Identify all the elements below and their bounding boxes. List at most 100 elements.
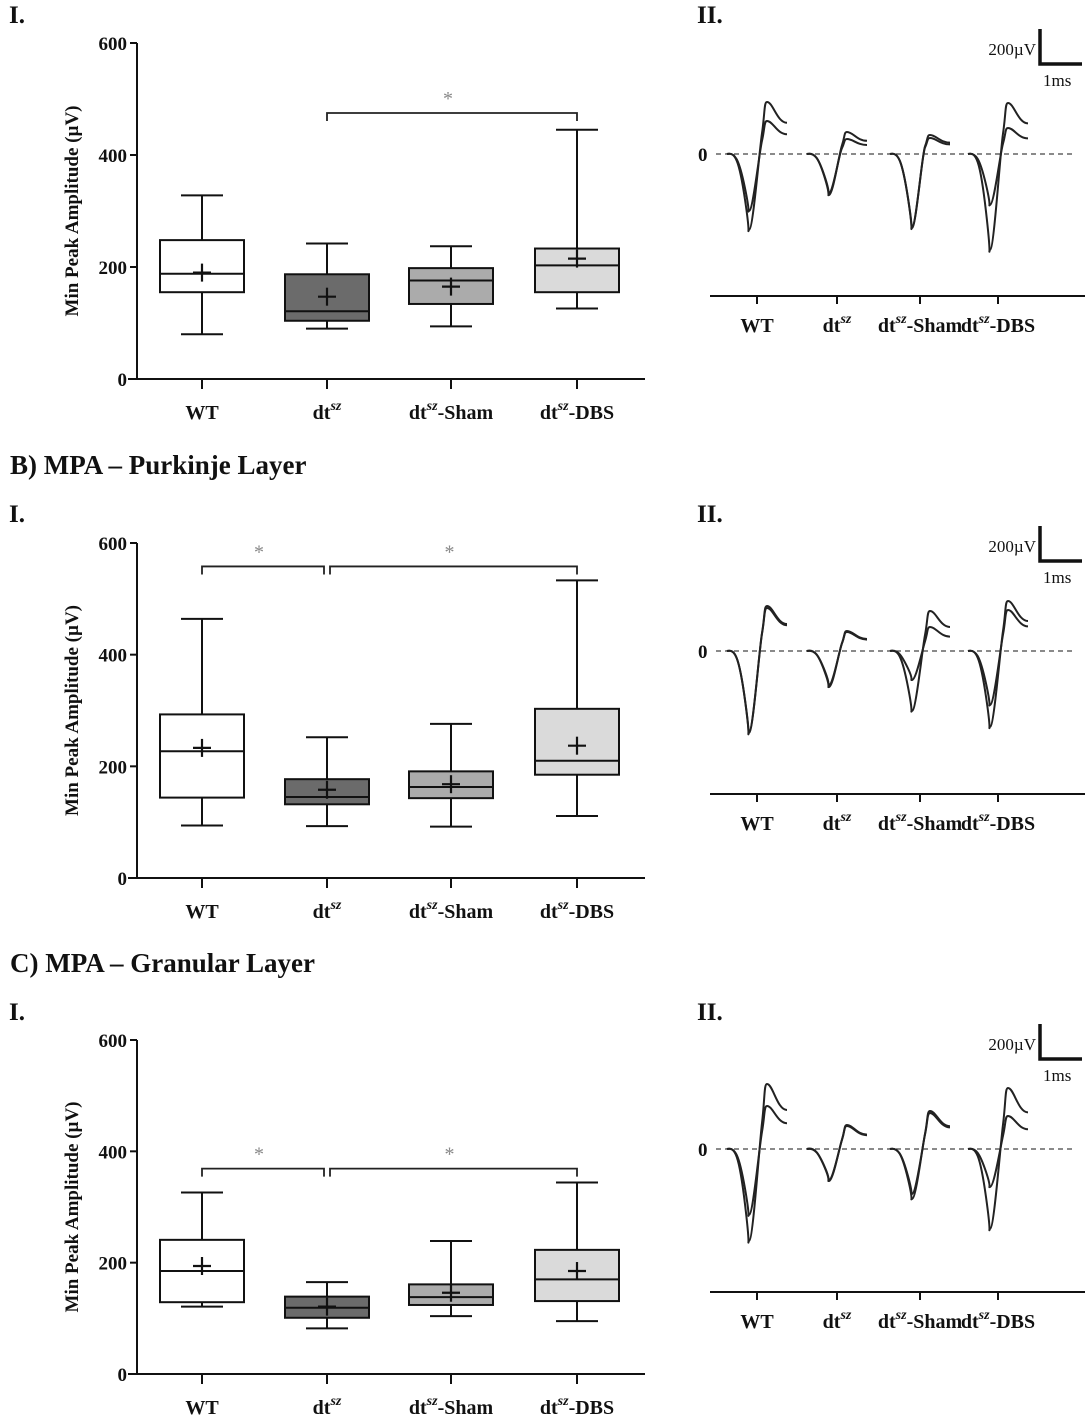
y-axis-label: Min Peak Amplitude (µV) bbox=[62, 1102, 83, 1313]
x-tick-label: dtsz-Sham bbox=[409, 898, 494, 923]
x-tick-label: dtsz bbox=[313, 1394, 342, 1419]
box-dtsz bbox=[284, 242, 370, 330]
heading-c: C) MPA – Granular Layer bbox=[10, 948, 315, 978]
box-dtsz bbox=[284, 1281, 370, 1330]
waveform-trace bbox=[967, 608, 1029, 707]
box-dtsz-sham bbox=[408, 245, 494, 328]
panel-b-roman-i: I. bbox=[9, 501, 25, 528]
scale-bar-time: 1ms bbox=[1043, 568, 1071, 587]
boxplot-panel-2: 0 200 400 600 Min Peak Amplitude (µV) WT dtsz d… bbox=[62, 534, 645, 923]
y-tick-label: 200 bbox=[99, 757, 128, 778]
box-dtsz-sham bbox=[408, 1239, 494, 1318]
x-tick-label: dtsz-Sham bbox=[878, 1308, 963, 1333]
x-tick-label: dtsz bbox=[313, 399, 342, 424]
waveform-trace bbox=[967, 101, 1029, 253]
scale-bar-time: 1ms bbox=[1043, 71, 1071, 90]
waveform-trace bbox=[806, 1123, 868, 1183]
y-tick-label: 400 bbox=[99, 646, 128, 667]
waveform-trace bbox=[726, 604, 788, 736]
x-tick-label: dtsz-Sham bbox=[409, 399, 494, 424]
waveform-trace bbox=[967, 126, 1029, 207]
heading-b: B) MPA – Purkinje Layer bbox=[10, 450, 306, 480]
waveform-trace bbox=[806, 630, 868, 687]
significance-bracket bbox=[201, 565, 325, 575]
x-tick-label: dtsz-DBS bbox=[961, 810, 1035, 835]
box-wt bbox=[159, 617, 245, 827]
waveform-trace bbox=[889, 609, 951, 713]
waveform-trace bbox=[967, 1114, 1029, 1189]
significance-star: * bbox=[254, 541, 264, 563]
x-tick-label: WT bbox=[185, 901, 219, 923]
zero-label: 0 bbox=[698, 642, 708, 663]
box-dtsz bbox=[284, 736, 370, 828]
waveform-trace bbox=[889, 625, 951, 682]
x-tick-label: WT bbox=[185, 1397, 219, 1419]
scale-bar-voltage: 200µV bbox=[988, 537, 1036, 556]
x-tick-label: dtsz-Sham bbox=[409, 1394, 494, 1419]
scale-bar-voltage: 200µV bbox=[988, 1035, 1036, 1054]
y-tick-label: 600 bbox=[99, 34, 128, 55]
boxplot-panel-3: 0 200 400 600 Min Peak Amplitude (µV) WT dtsz d… bbox=[62, 1031, 645, 1419]
x-tick-label: dtsz bbox=[823, 810, 852, 835]
y-tick-label: 200 bbox=[99, 1254, 128, 1275]
waveform-trace bbox=[726, 100, 788, 233]
x-tick-label: dtsz bbox=[313, 898, 342, 923]
significance-star: * bbox=[254, 1144, 264, 1166]
panel-c-roman-i: I. bbox=[9, 999, 25, 1026]
significance-bracket bbox=[329, 1167, 578, 1177]
x-tick-label: dtsz-DBS bbox=[540, 1394, 614, 1419]
x-tick-label: dtsz-DBS bbox=[540, 399, 614, 424]
waveform-trace bbox=[726, 1104, 788, 1217]
y-axis-label: Min Peak Amplitude (µV) bbox=[62, 106, 83, 317]
waveform-trace bbox=[806, 130, 868, 197]
box-wt bbox=[159, 194, 245, 336]
x-tick-label: WT bbox=[740, 315, 774, 337]
x-tick-label: WT bbox=[740, 813, 774, 835]
x-tick-label: WT bbox=[740, 1311, 774, 1333]
waveform-trace bbox=[967, 1086, 1029, 1232]
scale-bar bbox=[1038, 29, 1082, 66]
panel-b-roman-ii: II. bbox=[697, 501, 723, 528]
significance-bracket bbox=[326, 112, 578, 121]
x-tick-label: dtsz bbox=[823, 1308, 852, 1333]
boxplot-panel-1: 0 200 400 600 Min Peak Amplitude (µV) WT dtsz d… bbox=[62, 34, 645, 424]
waveform-trace bbox=[889, 1109, 951, 1201]
waveform-trace bbox=[806, 629, 868, 689]
panel-a-roman-ii: II. bbox=[697, 2, 723, 29]
y-axis-label: Min Peak Amplitude (µV) bbox=[62, 605, 83, 816]
zero-label: 0 bbox=[698, 1140, 708, 1161]
y-tick-label: 600 bbox=[99, 534, 128, 555]
boxplot-panels: 0 200 400 600 Min Peak Amplitude (µV) WT dtsz d… bbox=[62, 34, 645, 1419]
y-tick-label: 0 bbox=[118, 869, 128, 890]
y-tick-label: 200 bbox=[99, 258, 128, 279]
waveform-trace bbox=[889, 133, 951, 231]
waveform-trace bbox=[726, 119, 788, 213]
significance-star: * bbox=[445, 541, 455, 563]
scale-bar bbox=[1038, 1024, 1082, 1061]
y-tick-label: 600 bbox=[99, 1031, 128, 1052]
zero-label: 0 bbox=[698, 145, 708, 166]
x-tick-label: dtsz-DBS bbox=[961, 312, 1035, 337]
box-dtsz-dbs bbox=[534, 579, 620, 818]
significance-star: * bbox=[445, 1144, 455, 1166]
waveform-trace bbox=[726, 1082, 788, 1244]
box-dtsz-dbs bbox=[534, 1181, 620, 1323]
box-wt bbox=[159, 1191, 245, 1308]
panel-c-roman-ii: II. bbox=[697, 999, 723, 1026]
x-tick-label: dtsz-DBS bbox=[540, 898, 614, 923]
y-tick-label: 400 bbox=[99, 146, 128, 167]
box-dtsz-sham bbox=[408, 722, 494, 828]
y-tick-label: 0 bbox=[118, 1365, 128, 1386]
waveform-trace bbox=[967, 599, 1029, 730]
significance-bracket bbox=[329, 565, 578, 575]
box-dtsz-dbs bbox=[534, 128, 620, 310]
x-tick-label: dtsz-Sham bbox=[878, 312, 963, 337]
scale-bar-voltage: 200µV bbox=[988, 40, 1036, 59]
scale-bar bbox=[1038, 526, 1082, 563]
x-tick-label: dtsz-Sham bbox=[878, 810, 963, 835]
